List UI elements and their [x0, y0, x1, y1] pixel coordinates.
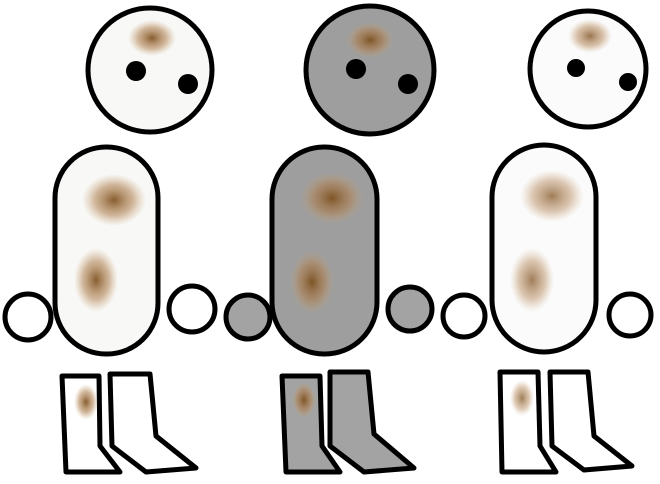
- hand-left: [223, 292, 273, 342]
- hand-right: [606, 291, 654, 339]
- stain-mark: [290, 250, 334, 314]
- stain-mark: [74, 248, 118, 312]
- stain-mark: [74, 384, 98, 420]
- hand-right: [385, 284, 435, 334]
- foot-front: [327, 369, 417, 475]
- eye-right: [398, 74, 418, 94]
- stain-mark: [128, 20, 176, 56]
- hand-left: [2, 291, 54, 343]
- foot-front: [547, 369, 635, 473]
- stain-mark: [292, 382, 316, 418]
- stain-mark: [520, 170, 584, 222]
- eye-left: [126, 61, 146, 81]
- eye-left: [567, 59, 585, 77]
- character-sprite-white: [2, 5, 218, 475]
- character-sprite-gray: [223, 3, 437, 475]
- eye-right: [178, 74, 198, 94]
- stain-mark: [346, 22, 394, 58]
- eye-right: [619, 73, 637, 91]
- stain-mark: [300, 172, 364, 224]
- head: [527, 8, 649, 130]
- hand-left: [440, 292, 488, 340]
- head: [85, 5, 215, 135]
- stain-mark: [510, 248, 554, 312]
- foot-front: [107, 371, 199, 475]
- stain-mark: [510, 380, 534, 416]
- hand-right: [166, 283, 218, 335]
- character-sprite-white-faded: [440, 8, 654, 475]
- eye-left: [346, 59, 366, 79]
- stain-mark: [82, 174, 146, 226]
- stain-mark: [568, 19, 612, 53]
- head: [303, 3, 437, 137]
